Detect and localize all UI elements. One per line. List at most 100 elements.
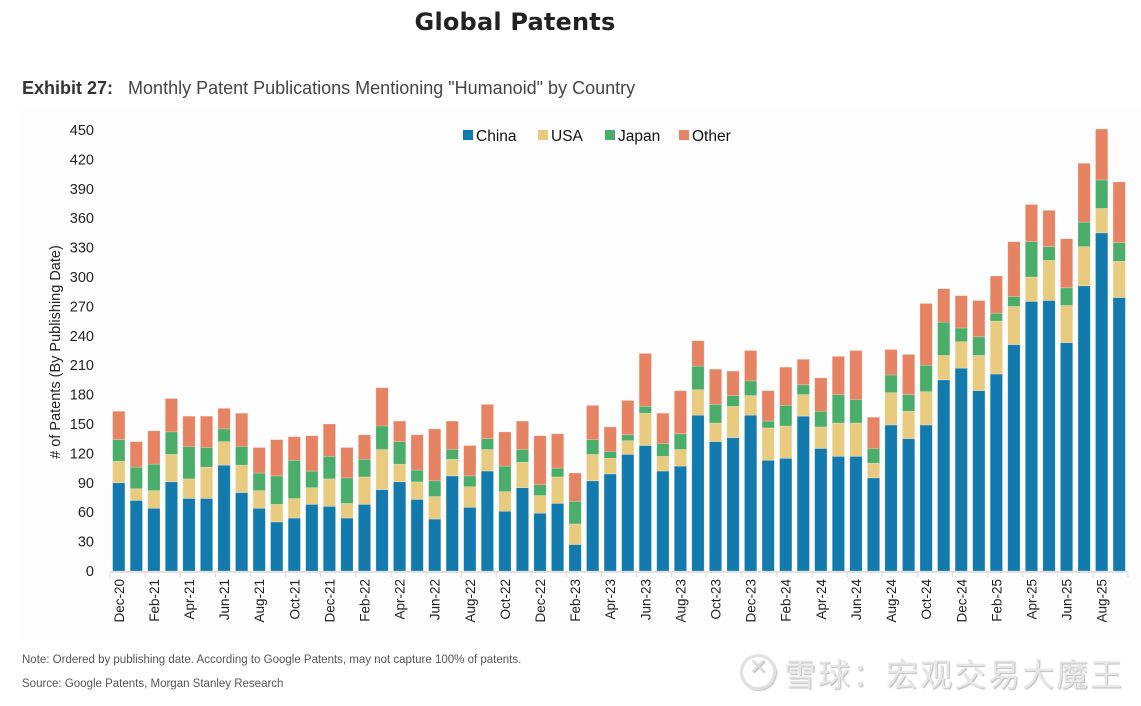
x-tick-label: Dec-22: [533, 579, 548, 623]
bar-stack: [305, 435, 319, 572]
bar-segment-other: [305, 435, 319, 472]
bar-segment-other: [322, 423, 336, 457]
bar-segment-china: [182, 498, 196, 572]
bar-segment-other: [270, 439, 284, 477]
bar-segment-china: [761, 459, 775, 572]
bar-stack: [972, 300, 986, 572]
bar-segment-usa: [673, 449, 687, 467]
y-tick-label: 120: [70, 446, 94, 462]
bar-segment-japan: [814, 410, 828, 428]
bar-segment-japan: [779, 405, 793, 427]
bar-segment-japan: [1042, 246, 1056, 261]
x-tick-label: Aug-23: [673, 579, 688, 623]
bar-segment-usa: [691, 389, 705, 416]
x-tick-label: Apr-21: [182, 579, 197, 620]
bar-segment-usa: [1025, 276, 1038, 302]
bar-segment-china: [217, 464, 231, 572]
bar-segment-usa: [1112, 261, 1126, 298]
watermark: 雪球：宏观交易大魔王: [740, 650, 1124, 696]
source-note: Source: Google Patents, Morgan Stanley R…: [22, 678, 284, 690]
bar-segment-usa: [919, 391, 933, 426]
bar-segment-china: [393, 481, 407, 572]
bar-segment-other: [621, 400, 635, 436]
bar-segment-usa: [954, 341, 968, 369]
bar-segment-japan: [358, 458, 371, 478]
bar-segment-china: [1112, 297, 1126, 572]
bar-segment-usa: [393, 463, 407, 483]
bar-segment-china: [831, 456, 845, 572]
bar-segment-other: [287, 436, 301, 461]
bar-segment-other: [1112, 181, 1126, 244]
bar-segment-usa: [709, 422, 722, 442]
bar-segment-china: [796, 415, 810, 572]
bar-segment-other: [902, 354, 916, 395]
bar-segment-usa: [1095, 208, 1109, 234]
bar-segment-other: [849, 350, 863, 400]
bar-segment-china: [919, 424, 933, 572]
bar-stack: [656, 412, 670, 572]
bar-stack: [849, 350, 863, 572]
bar-segment-china: [902, 438, 916, 572]
bar-stack: [533, 435, 547, 572]
bar-stack: [691, 340, 705, 572]
bar-segment-japan: [568, 501, 582, 525]
x-tick-label: Oct-22: [498, 579, 513, 620]
bar-segment-usa: [358, 476, 371, 505]
bar-segment-other: [884, 349, 898, 376]
bar-segment-usa: [638, 412, 652, 446]
bar-stack: [129, 441, 143, 572]
bar-segment-usa: [217, 441, 231, 466]
bar-segment-japan: [235, 446, 249, 466]
exhibit-heading: Exhibit 27: Monthly Patent Publications …: [22, 78, 635, 99]
bar-segment-other: [709, 368, 722, 405]
bar-segment-usa: [112, 460, 126, 484]
bar-segment-other: [568, 472, 582, 502]
bar-segment-china: [814, 448, 828, 572]
bar-segment-other: [410, 434, 424, 471]
snowball-logo-icon: [740, 654, 776, 690]
bar-segment-china: [428, 518, 442, 572]
x-tick-label: Aug-25: [1095, 579, 1110, 623]
bar-segment-usa: [621, 440, 635, 455]
bar-segment-other: [358, 434, 371, 460]
bar-segment-other: [673, 390, 687, 435]
x-tick-label: Jun-25: [1060, 579, 1075, 620]
x-tick-label: Jun-21: [217, 579, 232, 620]
bar-segment-other: [480, 404, 494, 439]
bar-segment-other: [796, 359, 810, 386]
x-tick-label: Apr-22: [393, 579, 408, 620]
bar-stack: [112, 410, 126, 572]
x-tick-label: Apr-25: [1024, 579, 1039, 620]
bar-segment-other: [989, 275, 1003, 314]
bar-segment-usa: [182, 478, 196, 499]
bar-segment-china: [463, 506, 477, 572]
exhibit-title: Monthly Patent Publications Mentioning "…: [128, 78, 636, 98]
bar-segment-china: [849, 456, 863, 572]
bar-segment-japan: [463, 475, 477, 488]
bar-segment-china: [621, 454, 635, 572]
page-title: Global Patents: [414, 8, 616, 36]
bar-segment-japan: [603, 451, 617, 459]
bar-segment-usa: [972, 355, 986, 391]
bar-segment-china: [726, 437, 740, 572]
bar-segment-usa: [1077, 246, 1091, 287]
y-tick-label: 60: [78, 505, 94, 521]
bar-stack: [989, 275, 1003, 572]
footnote: Note: Ordered by publishing date. Accord…: [22, 654, 522, 666]
legend: China USA Japan Other: [463, 128, 731, 145]
bar-segment-other: [1077, 163, 1091, 223]
bar-segment-usa: [726, 406, 740, 439]
bar-stack: [603, 426, 617, 572]
bar-segment-japan: [937, 321, 951, 356]
bar-segment-japan: [638, 406, 652, 414]
y-tick-label: 270: [70, 299, 94, 315]
bar-segment-japan: [1060, 287, 1074, 306]
bar-segment-usa: [480, 449, 494, 472]
bar-segment-japan: [726, 395, 740, 407]
bar-stack: [814, 377, 828, 572]
bar-segment-usa: [463, 486, 477, 508]
bar-stack: [217, 408, 231, 572]
bar-segment-china: [498, 510, 512, 572]
bar-segment-usa: [586, 454, 600, 482]
legend-label-japan: Japan: [618, 128, 660, 145]
